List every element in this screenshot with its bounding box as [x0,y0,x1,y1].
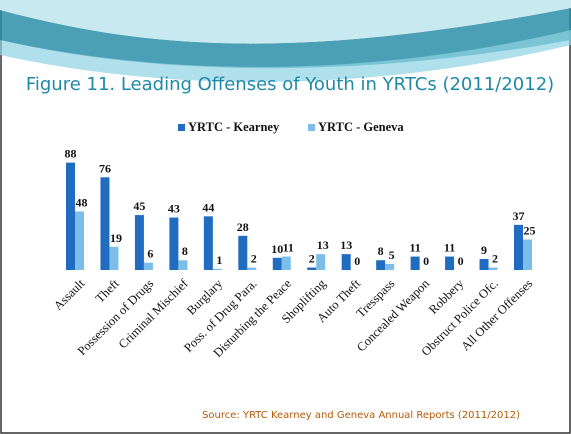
bar [75,211,84,270]
bar [514,224,523,270]
value-label: 48 [76,195,88,209]
bar [134,215,144,270]
value-label: 13 [340,238,352,252]
chart-title: Figure 11. Leading Offenses of Youth in … [26,74,554,95]
value-label: 88 [65,147,77,161]
value-label: 25 [524,224,536,238]
value-label: 44 [202,200,214,214]
value-label: 19 [110,231,122,245]
bar [203,216,213,270]
bar [316,254,326,270]
value-label: 11 [444,241,455,255]
value-label: 8 [378,244,384,258]
bar [169,217,179,270]
bar [247,267,257,270]
value-label: 11 [283,241,294,255]
bar [445,256,455,270]
bar [523,239,532,270]
legend-swatch [178,124,185,131]
value-label: 5 [389,248,395,262]
value-label: 37 [513,209,525,223]
value-label: 2 [309,252,315,266]
bar [410,256,420,270]
bar [479,259,489,270]
value-label: 8 [182,244,188,258]
value-label: 6 [147,247,153,261]
bar [341,254,351,270]
value-label: 0 [423,254,429,268]
value-label: 28 [237,220,249,234]
value-label: 0 [458,254,464,268]
swoosh [0,0,571,44]
legend-swatch [308,124,315,131]
bar [212,268,222,270]
bar [272,257,282,270]
bar [376,260,386,270]
swoosh [0,8,571,69]
bar [281,256,291,270]
bar [488,267,498,270]
legend-label: YRTC - Geneva [318,120,404,134]
bar [307,267,317,270]
legend-label: YRTC - Kearney [188,120,280,134]
value-label: 9 [481,243,487,257]
bar [100,177,110,270]
value-label: 2 [251,252,257,266]
bar [66,162,75,270]
value-label: 11 [409,241,420,255]
bar [385,263,395,270]
value-label: 0 [354,254,360,268]
value-label: 76 [99,161,111,175]
value-label: 13 [317,238,329,252]
source: Source: YRTC Kearney and Geneva Annual R… [202,410,520,421]
value-label: 2 [492,252,498,266]
value-label: 45 [133,199,145,213]
bar [143,262,153,270]
swoosh [0,30,571,82]
bar [238,235,248,270]
bar [109,246,119,270]
bar [178,260,188,270]
value-label: 10 [271,242,283,256]
value-label: 1 [216,253,222,267]
value-label: 43 [168,202,180,216]
